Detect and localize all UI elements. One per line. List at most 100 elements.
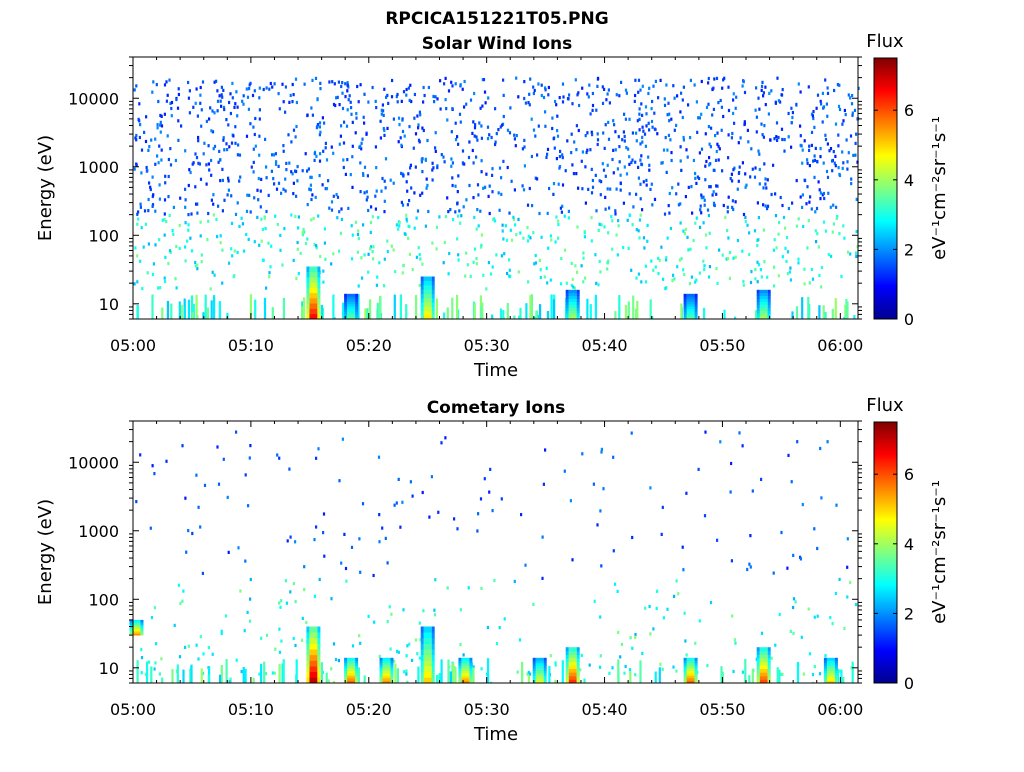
- flux-cell: [267, 242, 269, 245]
- burst-cell: [569, 647, 577, 651]
- burst-cell: [566, 302, 569, 305]
- flux-cell: [576, 93, 578, 96]
- flux-cell: [850, 134, 852, 137]
- burst-cell: [684, 314, 687, 317]
- burst-cell: [383, 673, 391, 676]
- flux-cell: [754, 268, 756, 271]
- burst-cell: [421, 306, 424, 311]
- flux-cell: [260, 190, 262, 193]
- flux-cell: [503, 115, 505, 118]
- flux-cell: [200, 221, 202, 224]
- cometary-axes-frame: [133, 421, 858, 683]
- flux-cell: [215, 218, 217, 221]
- flux-cell: [447, 586, 449, 589]
- flux-cell: [407, 237, 409, 240]
- flux-cell: [290, 140, 292, 143]
- flux-cell: [262, 259, 264, 262]
- flux-cell: [358, 100, 360, 103]
- flux-cell: [716, 77, 718, 80]
- flux-cell: [416, 256, 418, 259]
- flux-cell: [405, 673, 407, 676]
- burst-cell: [347, 663, 355, 666]
- burst-cell: [533, 673, 536, 676]
- flux-cell: [381, 527, 383, 530]
- flux-cell: [560, 257, 562, 260]
- flux-cell: [780, 196, 782, 199]
- flux-cell: [742, 161, 744, 164]
- burst-cell: [577, 651, 580, 655]
- flux-cell: [431, 242, 433, 245]
- flux-cell: [167, 134, 169, 137]
- flux-cell: [297, 226, 299, 229]
- y-tick-label: 10000: [68, 453, 119, 472]
- burst-cell: [835, 668, 838, 671]
- flux-cell: [396, 501, 398, 504]
- flux-cell: [153, 472, 155, 475]
- flux-cell: [369, 247, 371, 250]
- flux-cell: [578, 129, 580, 132]
- burst-cell: [347, 658, 355, 661]
- flux-cell: [328, 679, 330, 683]
- flux-cell: [559, 96, 561, 99]
- flux-cell: [602, 102, 604, 105]
- burst-cell: [432, 666, 435, 672]
- flux-cell: [313, 217, 315, 220]
- flux-cell: [620, 174, 622, 177]
- flux-cell: [201, 668, 203, 683]
- flux-cell: [561, 211, 563, 214]
- burst-cell: [306, 272, 309, 278]
- burst-cell: [760, 313, 768, 316]
- flux-cell: [666, 149, 668, 152]
- flux-cell: [228, 189, 230, 192]
- flux-cell: [619, 160, 621, 163]
- flux-cell: [447, 307, 449, 319]
- flux-cell: [431, 475, 433, 478]
- flux-cell: [694, 222, 696, 225]
- flux-cell: [605, 208, 607, 211]
- flux-cell: [176, 286, 178, 289]
- flux-cell: [842, 161, 844, 164]
- flux-cell: [820, 102, 822, 105]
- flux-cell: [648, 169, 650, 172]
- flux-cell: [356, 85, 358, 88]
- flux-cell: [631, 159, 633, 162]
- flux-cell: [707, 103, 709, 106]
- flux-cell: [528, 671, 530, 674]
- flux-cell: [781, 138, 783, 141]
- flux-cell: [644, 607, 646, 610]
- flux-cell: [171, 101, 173, 104]
- flux-cell: [727, 236, 729, 239]
- flux-cell: [476, 262, 478, 265]
- flux-cell: [364, 675, 366, 683]
- flux-cell: [737, 239, 739, 242]
- flux-cell: [624, 139, 626, 142]
- flux-cell: [459, 113, 461, 116]
- flux-cell: [443, 82, 445, 85]
- flux-cell: [762, 186, 764, 189]
- flux-cell: [221, 168, 223, 171]
- flux-cell: [659, 667, 661, 683]
- flux-cell: [732, 199, 734, 202]
- flux-cell: [852, 662, 854, 683]
- flux-cell: [752, 669, 754, 683]
- flux-cell: [432, 178, 434, 181]
- flux-cell: [491, 136, 493, 139]
- burst-cell: [424, 644, 432, 650]
- flux-cell: [202, 572, 204, 575]
- flux-cell: [733, 122, 735, 125]
- flux-cell: [625, 89, 627, 92]
- burst-cell: [569, 669, 577, 673]
- flux-cell: [223, 148, 225, 151]
- flux-cell: [448, 272, 450, 275]
- burst-cell: [768, 293, 771, 296]
- flux-cell: [836, 217, 838, 220]
- flux-cell: [135, 138, 137, 141]
- flux-cell: [581, 187, 583, 190]
- flux-cell: [179, 247, 181, 250]
- flux-cell: [323, 122, 325, 125]
- flux-cell: [481, 137, 483, 140]
- flux-cell: [136, 164, 138, 167]
- flux-cell: [249, 122, 251, 125]
- flux-cell: [148, 198, 150, 201]
- flux-cell: [352, 234, 354, 237]
